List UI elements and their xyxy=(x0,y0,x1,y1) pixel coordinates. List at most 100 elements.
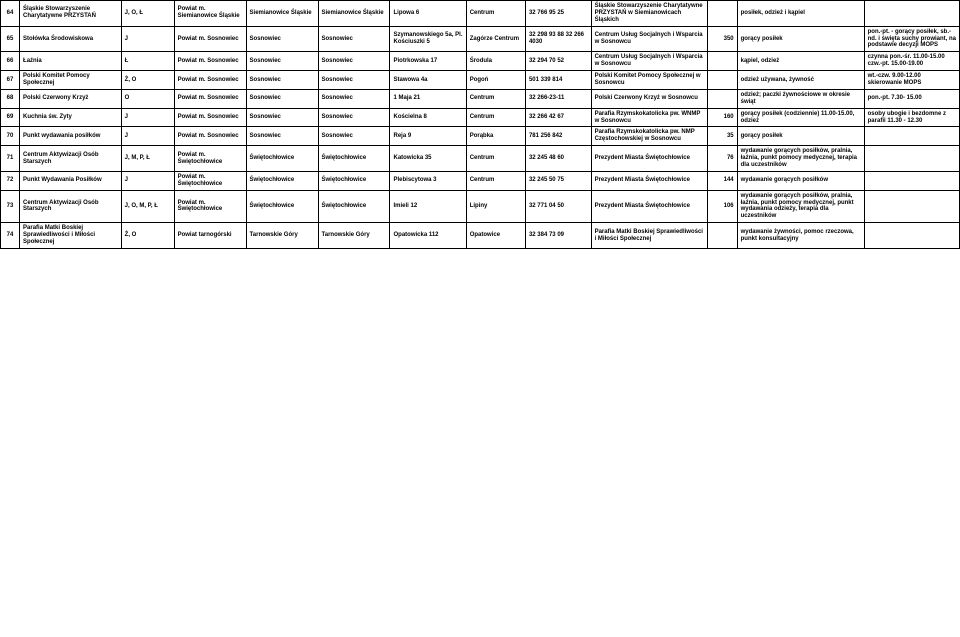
table-cell: wydawanie gorących posiłków xyxy=(737,171,864,190)
table-cell: J, M, P, Ł xyxy=(121,146,174,172)
table-cell: Sosnowiec xyxy=(246,89,318,108)
table-cell: 32 245 50 75 xyxy=(525,171,591,190)
table-cell: 64 xyxy=(1,1,20,27)
table-cell: 781 256 842 xyxy=(525,127,591,146)
table-cell: Centrum Aktywizacji Osób Starszych xyxy=(20,190,122,223)
table-cell xyxy=(708,71,738,90)
table-cell: 32 245 48 60 xyxy=(525,146,591,172)
table-cell: Prezydent Miasta Świętochłowice xyxy=(591,171,707,190)
table-cell: Centrum Aktywizacji Osób Starszych xyxy=(20,146,122,172)
table-cell: Sosnowiec xyxy=(246,52,318,71)
table-cell: 67 xyxy=(1,71,20,90)
table-cell: gorący posiłek xyxy=(737,127,864,146)
table-cell: 32 384 73 09 xyxy=(525,223,591,249)
table-cell: Centrum xyxy=(466,89,525,108)
table-cell: Punkt wydawania posiłków xyxy=(20,127,122,146)
table-cell: pon.-pt. - gorący posiłek, sb.-nd. i świ… xyxy=(864,26,959,52)
table-cell: Powiat m. Sosnowiec xyxy=(174,108,246,127)
table-cell: Sosnowiec xyxy=(318,26,390,52)
table-cell: 32 266-23-11 xyxy=(525,89,591,108)
table-cell: Sosnowiec xyxy=(318,71,390,90)
table-row: 71Centrum Aktywizacji Osób StarszychJ, M… xyxy=(1,146,960,172)
table-cell: Polski Czerwony Krzyż w Sosnowcu xyxy=(591,89,707,108)
table-cell: 501 339 814 xyxy=(525,71,591,90)
table-cell: Centrum Usług Socjalnych i Wsparcia w So… xyxy=(591,26,707,52)
table-cell: 144 xyxy=(708,171,738,190)
table-row: 65Stołówka ŚrodowiskowaJPowiat m. Sosnow… xyxy=(1,26,960,52)
table-cell: Reja 9 xyxy=(390,127,466,146)
table-cell: Sosnowiec xyxy=(246,108,318,127)
table-cell: Świętochłowice xyxy=(246,146,318,172)
table-cell: wydawanie gorących posiłków, pralnia, ła… xyxy=(737,146,864,172)
table-cell: Piotrkowska 17 xyxy=(390,52,466,71)
table-cell: Łaźnia xyxy=(20,52,122,71)
table-cell: 32 771 04 50 xyxy=(525,190,591,223)
table-cell: czynna pon.-śr. 11.00-15.00 czw.-pt. 15.… xyxy=(864,52,959,71)
table-cell: Siemianowice Śląskie xyxy=(246,1,318,27)
table-cell: wt.-czw. 9.00-12.00 skierowanie MOPS xyxy=(864,71,959,90)
table-cell: Parafia Matki Boskiej Sprawiedliwości i … xyxy=(591,223,707,249)
table-cell: 32 294 70 52 xyxy=(525,52,591,71)
table-cell: Centrum xyxy=(466,1,525,27)
table-row: 64Śląskie Stowarzyszenie Charytatywne PR… xyxy=(1,1,960,27)
table-cell: Powiat m. Sosnowiec xyxy=(174,127,246,146)
table-cell: J xyxy=(121,127,174,146)
table-cell: Parafia Matki Boskiej Sprawiedliwości i … xyxy=(20,223,122,249)
table-cell xyxy=(708,1,738,27)
table-cell: posiłek, odzież i kąpiel xyxy=(737,1,864,27)
table-cell: 70 xyxy=(1,127,20,146)
table-cell: Parafia Rzymskokatolicka pw. WNMP w Sosn… xyxy=(591,108,707,127)
table-cell: Parafia Rzymskokatolicka pw. NMP Częstoc… xyxy=(591,127,707,146)
table-cell xyxy=(708,89,738,108)
table-cell: gorący posiłek xyxy=(737,26,864,52)
table-row: 67Polski Komitet Pomocy SpołecznejŻ, OPo… xyxy=(1,71,960,90)
table-cell: Kościelna 8 xyxy=(390,108,466,127)
table-cell: Stawowa 4a xyxy=(390,71,466,90)
table-cell: Centrum xyxy=(466,171,525,190)
table-cell: Świętochłowice xyxy=(318,171,390,190)
table-cell: Imieli 12 xyxy=(390,190,466,223)
table-cell: Ż, O xyxy=(121,71,174,90)
table-cell: Ż, O xyxy=(121,223,174,249)
table-cell: Powiat m. Sosnowiec xyxy=(174,52,246,71)
table-cell xyxy=(708,223,738,249)
table-cell: wydawanie gorących posiłków, pralnia, ła… xyxy=(737,190,864,223)
table-cell: osoby ubogie i bezdomne z parafii 11.30 … xyxy=(864,108,959,127)
table-cell: Świętochłowice xyxy=(246,171,318,190)
table-cell: 32 766 95 25 xyxy=(525,1,591,27)
table-row: 74Parafia Matki Boskiej Sprawiedliwości … xyxy=(1,223,960,249)
table-cell: 76 xyxy=(708,146,738,172)
table-row: 69Kuchnia św. ZytyJPowiat m. SosnowiecSo… xyxy=(1,108,960,127)
table-cell: Polski Komitet Pomocy Społecznej w Sosno… xyxy=(591,71,707,90)
table-cell: Ł xyxy=(121,52,174,71)
table-cell: J, O, Ł xyxy=(121,1,174,27)
table-cell: Centrum xyxy=(466,146,525,172)
table-cell: O xyxy=(121,89,174,108)
table-cell xyxy=(708,52,738,71)
table-cell: 74 xyxy=(1,223,20,249)
table-cell: wydawanie żywności, pomoc rzeczowa, punk… xyxy=(737,223,864,249)
table-cell: 32 298 93 88 32 266 4030 xyxy=(525,26,591,52)
table-cell: J xyxy=(121,108,174,127)
table-cell: 73 xyxy=(1,190,20,223)
table-cell: J xyxy=(121,171,174,190)
table-cell: Centrum xyxy=(466,108,525,127)
table-cell: Powiat m. Sosnowiec xyxy=(174,71,246,90)
table-cell xyxy=(864,223,959,249)
table-cell: Sosnowiec xyxy=(246,26,318,52)
table-cell: Porąbka xyxy=(466,127,525,146)
table-cell: Tarnowskie Góry xyxy=(318,223,390,249)
table-cell: 1 Maja 21 xyxy=(390,89,466,108)
table-cell: Sosnowiec xyxy=(318,127,390,146)
table-cell: kąpiel, odzież xyxy=(737,52,864,71)
table-cell: Tarnowskie Góry xyxy=(246,223,318,249)
table-cell: Śląskie Stowarzyszenie Charytatywne PRZY… xyxy=(20,1,122,27)
table-cell: Pogoń xyxy=(466,71,525,90)
table-cell: Świętochłowice xyxy=(318,146,390,172)
table-cell xyxy=(864,127,959,146)
table-cell: Powiat m. Świętochłowice xyxy=(174,146,246,172)
table-cell: 65 xyxy=(1,26,20,52)
table-cell: Powiat m. Świętochłowice xyxy=(174,190,246,223)
table-cell: Sosnowiec xyxy=(246,127,318,146)
table-cell: Lipiny xyxy=(466,190,525,223)
